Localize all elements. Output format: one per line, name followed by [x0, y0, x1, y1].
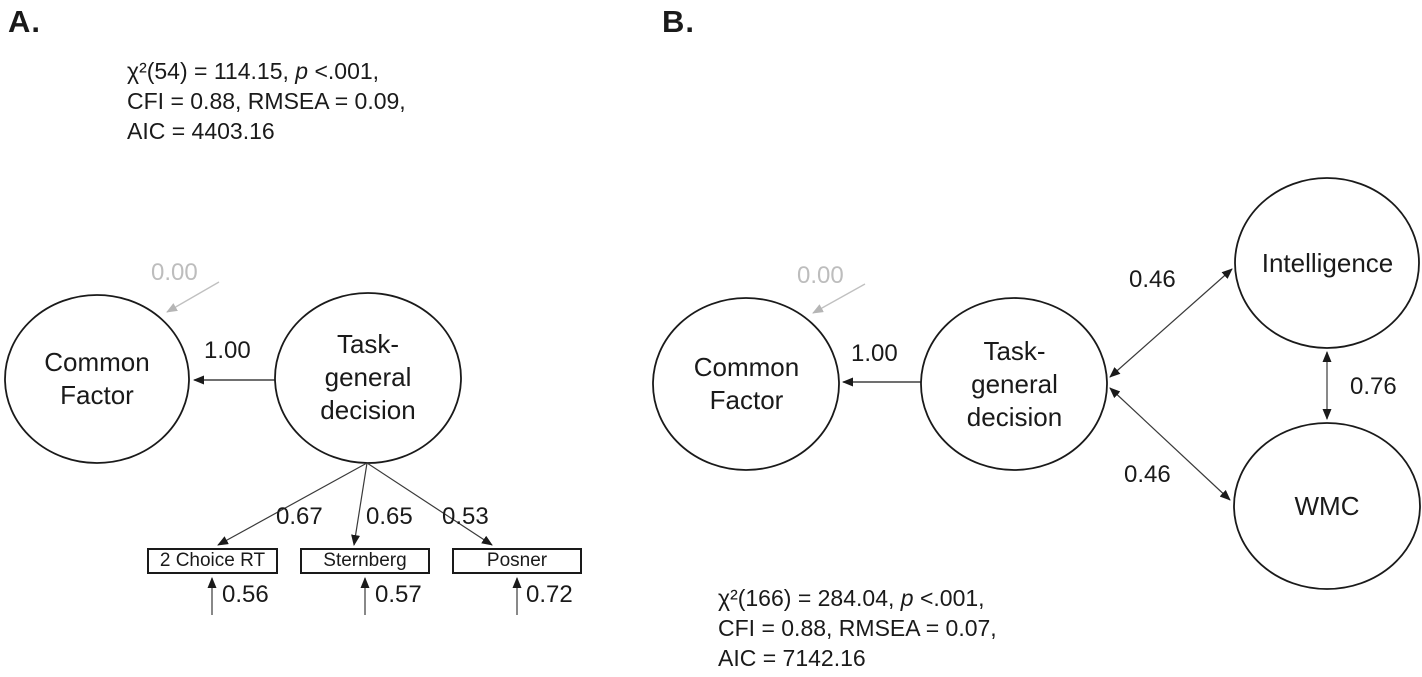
loading-value-a: 1.00	[204, 337, 251, 364]
fit-line-aic-a: AIC = 4403.16	[127, 118, 275, 144]
latent-task-general-b	[920, 297, 1108, 471]
indicator-loading-sternberg: 0.65	[366, 503, 413, 530]
loading-arrow-sternberg	[351, 462, 368, 546]
residual-value-2choicert: 0.56	[222, 581, 269, 608]
panel-a-label: A.	[8, 4, 41, 39]
node-label-intelligence: Intelligence	[1261, 247, 1394, 278]
indicator-box-2choicert: 2 Choice RT	[147, 548, 278, 574]
latent-intelligence	[1234, 177, 1420, 349]
node-label-common-factor-b: Common Factor	[693, 352, 800, 415]
variance-arrow-b	[812, 283, 866, 314]
fit-line-cfi-rmsea-a: CFI = 0.88, RMSEA = 0.09,	[127, 88, 406, 114]
fit-line-chi-a: χ²(54) = 114.15, p <.001,	[127, 58, 380, 84]
residual-value-sternberg: 0.57	[375, 581, 422, 608]
indicator-loading-2choicert: 0.67	[276, 503, 323, 530]
loading-arrow-2choicert	[217, 462, 368, 546]
latent-wmc	[1233, 422, 1421, 590]
correlation-arrow-taskgeneral-wmc	[1109, 387, 1231, 501]
node-label-task-general-b: Task- general decision	[966, 335, 1063, 432]
residual-value-posner: 0.72	[526, 581, 573, 608]
fit-line-chi-b: χ²(166) = 284.04, p <.001,	[718, 585, 985, 611]
fit-line-cfi-rmsea-b: CFI = 0.88, RMSEA = 0.07,	[718, 615, 997, 641]
correlation-value-wmc: 0.46	[1124, 461, 1171, 488]
fit-line-aic-b: AIC = 7142.16	[718, 645, 866, 671]
variance-value-b: 0.00	[797, 262, 844, 289]
latent-common-factor-a	[4, 294, 190, 464]
variance-arrow-a	[166, 281, 220, 313]
loading-value-b: 1.00	[851, 340, 898, 367]
correlation-value-intelligence: 0.46	[1129, 266, 1176, 293]
panel-b-fit-statistics: χ²(166) = 284.04, p <.001, CFI = 0.88, R…	[718, 583, 997, 673]
node-label-task-general-a: Task- general decision	[320, 329, 416, 425]
node-label-common-factor-a: Common Factor	[44, 347, 150, 410]
variance-value-a: 0.00	[151, 259, 198, 286]
indicator-box-sternberg: Sternberg	[300, 548, 430, 574]
node-label-wmc: WMC	[1294, 490, 1360, 521]
panel-b-label: B.	[662, 4, 695, 39]
correlation-arrow-taskgeneral-intelligence	[1109, 268, 1233, 378]
panel-a-fit-statistics: χ²(54) = 114.15, p <.001, CFI = 0.88, RM…	[127, 56, 406, 146]
correlation-value-intelligence-wmc: 0.76	[1350, 373, 1397, 400]
indicator-box-posner: Posner	[452, 548, 582, 574]
loading-arrow-posner	[366, 462, 493, 546]
indicator-loading-posner: 0.53	[442, 503, 489, 530]
latent-common-factor-b	[652, 297, 840, 471]
